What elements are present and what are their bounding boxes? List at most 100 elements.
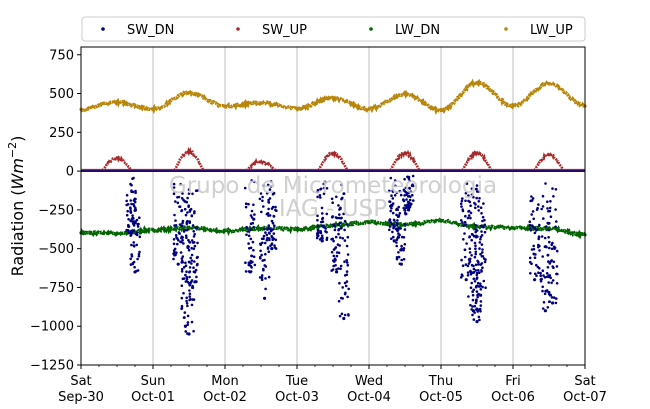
data-point xyxy=(403,177,406,181)
legend-label-lw-up: LW_UP xyxy=(530,23,573,38)
data-point xyxy=(179,183,182,186)
data-point xyxy=(391,189,395,192)
data-point xyxy=(258,276,262,279)
data-point xyxy=(463,220,467,224)
data-point xyxy=(259,101,263,105)
data-point xyxy=(464,223,467,227)
data-point xyxy=(186,228,189,232)
data-point xyxy=(470,193,474,196)
x-tick-label-day: Wed xyxy=(355,374,383,389)
data-point xyxy=(192,235,196,238)
data-point xyxy=(477,269,480,272)
data-point xyxy=(468,235,472,238)
data-point xyxy=(131,217,134,221)
data-point xyxy=(398,189,402,193)
data-point xyxy=(344,291,347,295)
series-lw-up xyxy=(79,78,587,115)
series-trail xyxy=(79,217,587,240)
data-point xyxy=(464,278,468,282)
data-point xyxy=(180,284,184,288)
data-point xyxy=(531,197,535,200)
data-point xyxy=(132,260,136,264)
data-point xyxy=(400,258,404,262)
data-point xyxy=(341,286,345,289)
data-point xyxy=(472,195,475,199)
data-point xyxy=(475,285,478,288)
data-point xyxy=(335,216,339,220)
data-point xyxy=(395,213,398,217)
data-point xyxy=(474,252,478,256)
legend-marker-sw-up xyxy=(236,27,240,31)
data-point xyxy=(393,194,397,197)
data-point xyxy=(322,186,326,190)
legend-label-lw-dn: LW_DN xyxy=(395,23,440,38)
data-point xyxy=(173,213,176,217)
data-point xyxy=(551,279,555,282)
data-point xyxy=(483,230,487,234)
data-point xyxy=(195,275,198,279)
data-point xyxy=(482,257,486,260)
data-point xyxy=(187,150,191,154)
data-point xyxy=(194,226,197,230)
data-point xyxy=(180,224,184,227)
data-point xyxy=(134,206,137,210)
data-point xyxy=(554,188,558,191)
data-point xyxy=(130,202,133,206)
data-point xyxy=(547,153,551,157)
data-point xyxy=(475,187,478,191)
data-point xyxy=(469,272,473,276)
data-point xyxy=(136,222,139,226)
data-point xyxy=(459,219,463,222)
data-point xyxy=(115,156,119,160)
data-point xyxy=(264,265,268,268)
data-point xyxy=(546,306,550,309)
data-point xyxy=(192,270,196,274)
data-point xyxy=(188,283,191,287)
data-point xyxy=(244,261,247,265)
data-point xyxy=(134,232,138,236)
data-point xyxy=(330,197,334,201)
data-point xyxy=(324,230,327,233)
data-point xyxy=(477,315,481,319)
data-point xyxy=(188,292,192,296)
data-point xyxy=(395,255,399,259)
data-point xyxy=(478,282,482,286)
data-point xyxy=(397,255,401,259)
data-point xyxy=(191,285,195,290)
data-point xyxy=(262,267,265,271)
data-point xyxy=(133,270,137,274)
data-point xyxy=(192,329,195,333)
data-point xyxy=(473,241,477,245)
data-point xyxy=(474,230,478,234)
data-point xyxy=(479,235,483,239)
watermark-line1: Grupo de Micrometeorologia xyxy=(169,173,497,199)
data-point xyxy=(472,267,476,271)
data-point xyxy=(340,216,343,220)
data-point xyxy=(412,199,415,202)
data-point xyxy=(333,228,337,232)
data-point xyxy=(318,194,322,197)
data-point xyxy=(392,218,396,222)
data-point xyxy=(129,219,132,223)
data-point xyxy=(190,259,194,262)
legend: SW_DN SW_UP LW_DN LW_UP xyxy=(81,16,586,42)
data-point xyxy=(188,210,192,213)
data-point xyxy=(186,211,189,214)
data-point xyxy=(477,260,480,264)
y-tick-label: −750 xyxy=(38,281,74,296)
data-point xyxy=(480,212,483,215)
data-point xyxy=(136,225,140,228)
data-point xyxy=(462,224,465,227)
data-point xyxy=(403,228,407,231)
data-point xyxy=(547,260,550,263)
data-point xyxy=(183,207,187,211)
data-point xyxy=(477,190,481,194)
data-point xyxy=(184,213,188,217)
data-point xyxy=(337,232,340,236)
data-point xyxy=(465,242,468,245)
data-point xyxy=(339,236,342,239)
data-point xyxy=(244,270,248,273)
data-point xyxy=(270,235,274,239)
data-point xyxy=(472,318,476,321)
